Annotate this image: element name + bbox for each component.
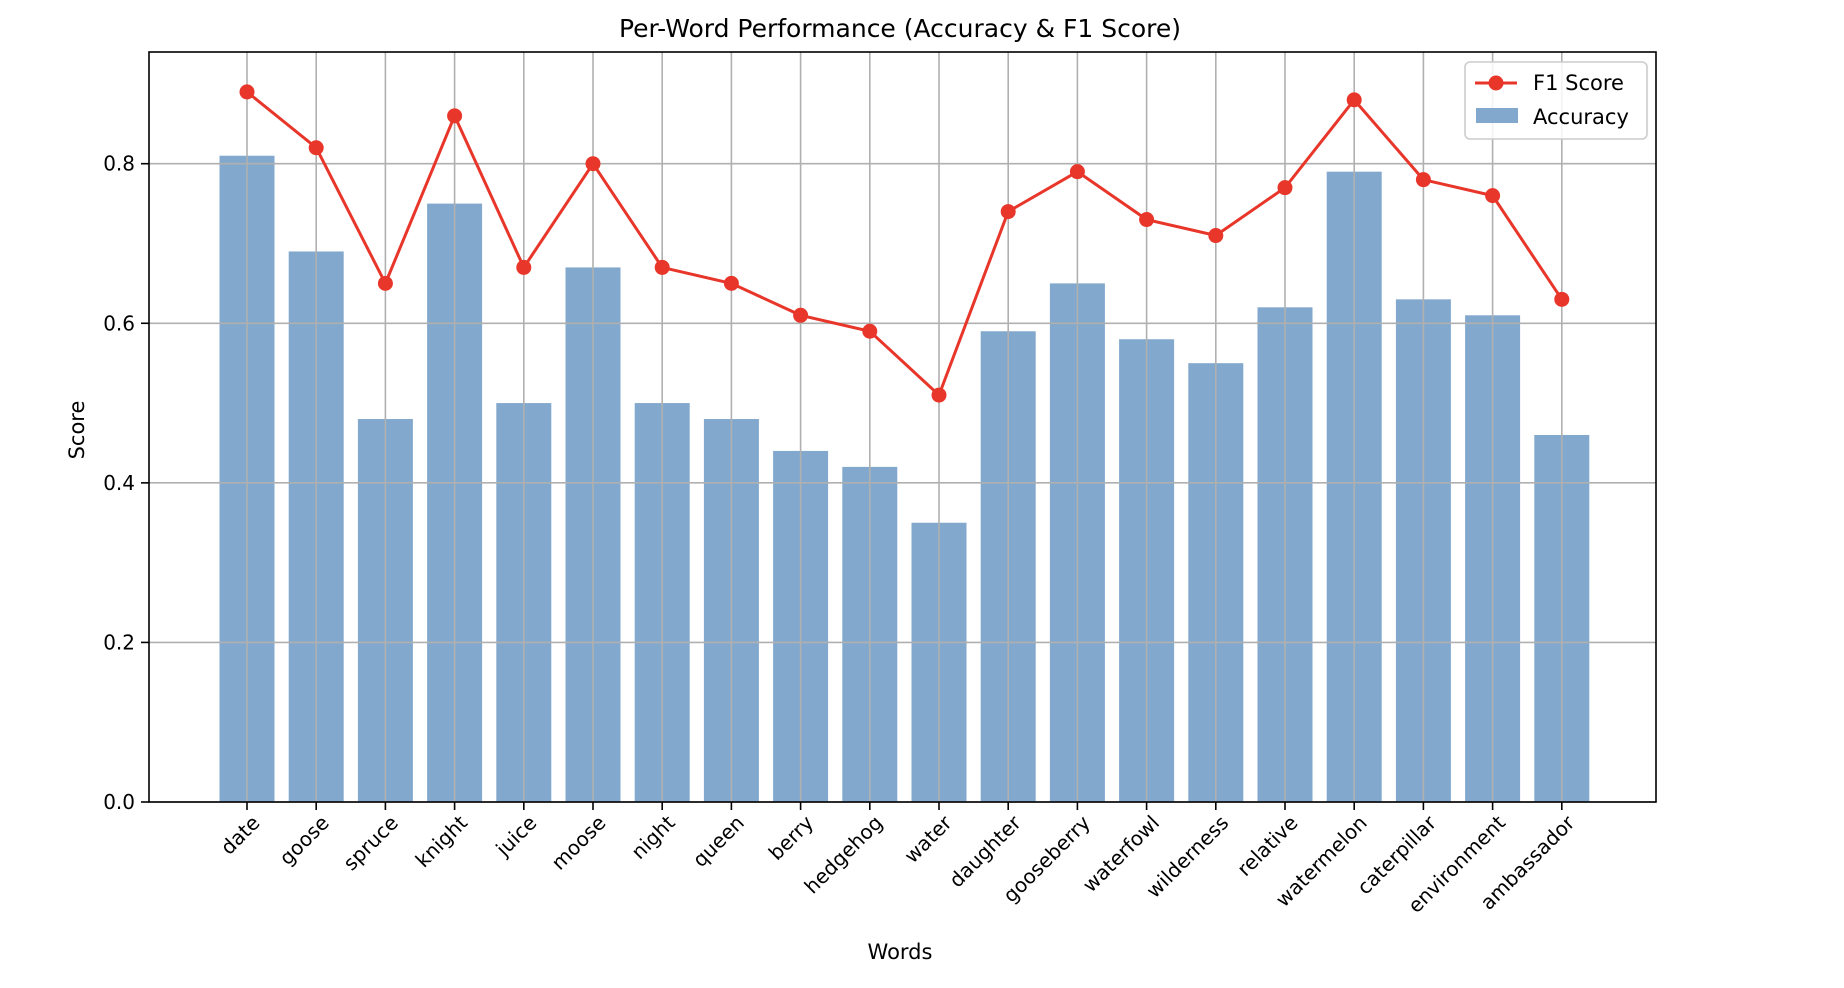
y-tick-label: 0.0 bbox=[103, 790, 135, 814]
legend-accuracy-swatch bbox=[1476, 108, 1518, 123]
accuracy-bars bbox=[219, 155, 1590, 803]
y-axis-label: Score bbox=[65, 401, 89, 460]
f1-score-point-environment bbox=[1485, 188, 1501, 204]
y-tick-label: 0.6 bbox=[103, 311, 135, 335]
chart-title: Per-Word Performance (Accuracy & F1 Scor… bbox=[619, 14, 1181, 43]
legend: F1 Score Accuracy bbox=[1464, 61, 1648, 140]
y-tick-label: 0.2 bbox=[103, 630, 135, 654]
legend-f1-label: F1 Score bbox=[1533, 71, 1624, 95]
f1-score-point-watermelon bbox=[1346, 92, 1362, 108]
x-tick-label-night: night bbox=[626, 810, 679, 863]
f1-score-point-daughter bbox=[1000, 204, 1016, 220]
f1-score-point-gooseberry bbox=[1069, 164, 1085, 180]
f1-score-point-spruce bbox=[377, 275, 393, 291]
f1-score-point-wilderness bbox=[1208, 228, 1224, 244]
f1-score-point-caterpillar bbox=[1415, 172, 1431, 188]
f1-score-point-hedgehog bbox=[862, 323, 878, 339]
plot-frame bbox=[148, 51, 1657, 803]
x-tick-label-spruce: spruce bbox=[338, 811, 403, 876]
x-tick-label-relative: relative bbox=[1232, 811, 1302, 881]
x-tick-label-goose: goose bbox=[274, 811, 333, 870]
plot-area: 0.0 0.2 0.4 0.6 0.8 date goose spruce knight juic… bbox=[103, 51, 1657, 918]
f1-score-point-ambassador bbox=[1554, 291, 1570, 307]
f1-score-point-night bbox=[654, 259, 670, 275]
f1-score-point-juice bbox=[516, 259, 532, 275]
x-tick-label-moose: moose bbox=[546, 811, 610, 875]
legend-accuracy-label: Accuracy bbox=[1533, 105, 1629, 129]
x-tick-label-date: date bbox=[216, 811, 265, 860]
f1-score-point-date bbox=[239, 84, 255, 100]
legend-f1-marker-swatch bbox=[1488, 75, 1504, 91]
f1-score-point-knight bbox=[447, 108, 463, 124]
f1-score-point-goose bbox=[308, 140, 324, 156]
y-tick-label: 0.8 bbox=[103, 152, 135, 176]
x-tick-label-juice: juice bbox=[490, 811, 541, 862]
x-tick-label-knight: knight bbox=[411, 810, 473, 872]
y-tick-label: 0.4 bbox=[103, 471, 135, 495]
f1-score-point-queen bbox=[723, 275, 739, 291]
f1-score-point-berry bbox=[793, 307, 809, 323]
f1-score-point-waterfowl bbox=[1139, 212, 1155, 228]
x-tick-label-queen: queen bbox=[688, 811, 749, 872]
x-tick-label-water: water bbox=[899, 810, 957, 868]
f1-score-line bbox=[246, 90, 1564, 398]
x-tick-label-berry: berry bbox=[764, 810, 819, 865]
x-axis-label: Words bbox=[868, 940, 933, 964]
f1-score-point-moose bbox=[585, 156, 601, 172]
f1-score-point-relative bbox=[1277, 180, 1293, 196]
f1-score-point-water bbox=[931, 387, 947, 403]
